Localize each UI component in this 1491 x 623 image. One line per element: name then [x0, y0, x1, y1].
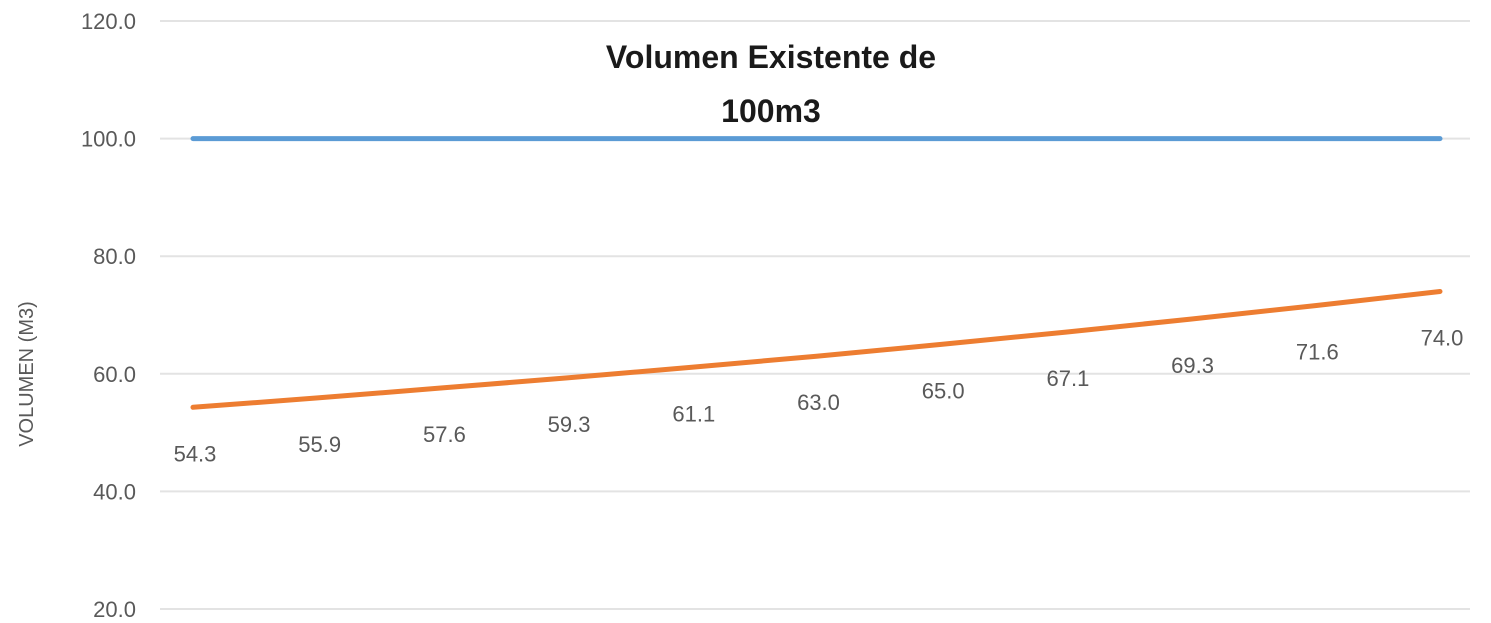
y-axis-title: VOLUMEN (M3) [16, 301, 38, 447]
data-label: 67.1 [1046, 366, 1089, 391]
data-label: 55.9 [298, 432, 341, 457]
data-label: 57.6 [423, 422, 466, 447]
data-label: 63.0 [797, 390, 840, 415]
y-axis-ticks: 120.0 100.0 80.0 60.0 40.0 20.0 [81, 9, 136, 622]
data-label: 69.3 [1171, 353, 1214, 378]
data-label: 61.1 [672, 401, 715, 426]
y-tick-label: 80.0 [93, 244, 136, 269]
annotation-line-1: Volumen Existente de [606, 39, 936, 75]
y-tick-label: 60.0 [93, 362, 136, 387]
y-tick-label: 20.0 [93, 597, 136, 622]
data-label: 54.3 [174, 441, 217, 466]
data-labels: 54.3 55.9 57.6 59.3 61.1 63.0 65.0 67.1 69.3 71.6… [174, 325, 1464, 466]
data-label: 59.3 [548, 412, 591, 437]
series-lines [190, 136, 1443, 410]
y-tick-label: 120.0 [81, 9, 136, 34]
y-tick-label: 40.0 [93, 479, 136, 504]
series-line-2 [190, 289, 1443, 410]
y-tick-label: 100.0 [81, 127, 136, 152]
data-label: 71.6 [1296, 340, 1339, 365]
annotation-line-2: 100m3 [721, 93, 821, 129]
data-label: 65.0 [922, 378, 965, 403]
data-label: 74.0 [1421, 325, 1464, 350]
